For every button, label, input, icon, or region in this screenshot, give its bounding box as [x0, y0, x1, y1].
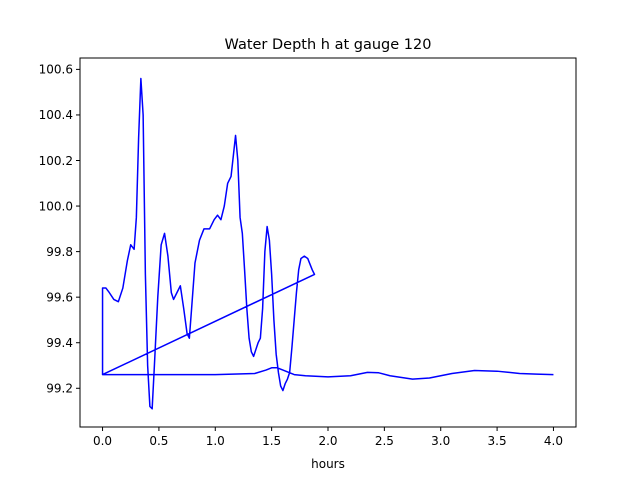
x-tick-label: 2.0 — [318, 434, 337, 448]
x-tick-label: 0.5 — [149, 434, 168, 448]
y-tick-label: 100.6 — [39, 63, 73, 77]
y-tick-label: 100.4 — [39, 108, 73, 122]
y-axis: 99.2 99.4 99.6 99.8 100.0 100.2 100.4 100.6 — [39, 63, 80, 396]
x-tick-label: 4.0 — [544, 434, 563, 448]
y-tick-label: 99.2 — [46, 382, 73, 396]
plot-area — [101, 77, 554, 410]
x-tick-label: 1.5 — [262, 434, 281, 448]
y-tick-label: 99.4 — [46, 336, 73, 350]
y-tick-label: 99.8 — [46, 245, 73, 259]
x-tick-label: 2.5 — [375, 434, 394, 448]
plot-frame — [79, 57, 577, 428]
x-axis: 0.0 0.5 1.0 1.5 2.0 2.5 3.0 3.5 4.0 — [93, 427, 563, 448]
y-tick-label: 99.6 — [46, 290, 73, 304]
y-tick-label: 100.2 — [39, 154, 73, 168]
chart-title: Water Depth h at gauge 120 — [225, 37, 432, 53]
x-tick-label: 1.0 — [206, 434, 225, 448]
x-tick-label: 3.0 — [431, 434, 450, 448]
y-tick-label: 100.0 — [39, 199, 73, 213]
x-tick-label: 3.5 — [488, 434, 507, 448]
series-line — [101, 77, 554, 410]
x-axis-label: hours — [311, 457, 345, 471]
x-tick-label: 0.0 — [93, 434, 112, 448]
